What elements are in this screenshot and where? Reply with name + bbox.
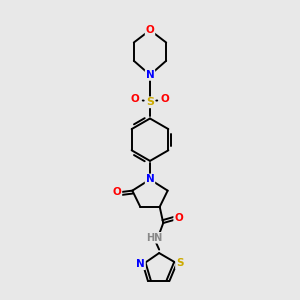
Text: O: O bbox=[130, 94, 139, 104]
Text: N: N bbox=[146, 70, 154, 80]
Text: O: O bbox=[112, 187, 122, 197]
Text: O: O bbox=[161, 94, 170, 104]
Text: O: O bbox=[146, 25, 154, 35]
Text: N: N bbox=[146, 174, 154, 184]
Text: O: O bbox=[174, 213, 183, 223]
Text: S: S bbox=[146, 97, 154, 107]
Text: N: N bbox=[136, 259, 145, 269]
Text: S: S bbox=[176, 258, 184, 268]
Text: HN: HN bbox=[146, 233, 162, 243]
